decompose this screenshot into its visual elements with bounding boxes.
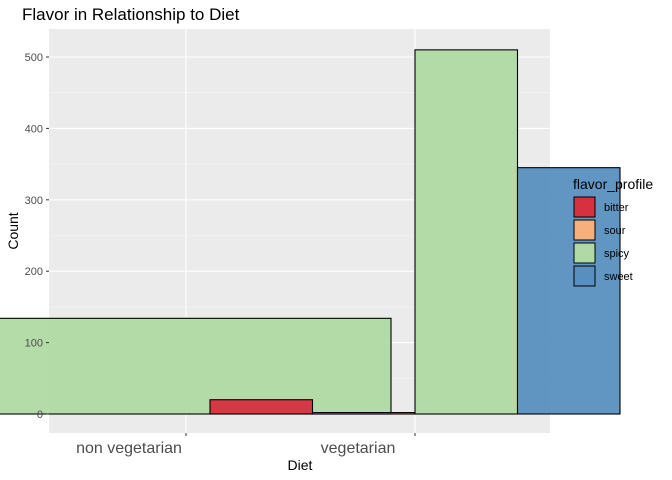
legend-title: flavor_profile bbox=[573, 176, 653, 192]
legend-label-spicy: spicy bbox=[604, 248, 630, 260]
x-tick-label: non vegetarian bbox=[76, 440, 182, 457]
legend: flavor_profile bitter sour spicy sweet bbox=[573, 176, 653, 287]
legend-label-sour: sour bbox=[604, 225, 626, 237]
y-tick-label: 400 bbox=[25, 123, 43, 135]
x-axis-title: Diet bbox=[288, 457, 313, 473]
bar-spicy-vegetarian bbox=[414, 49, 519, 415]
y-tick-label: 300 bbox=[25, 195, 43, 207]
y-axis-title: Count bbox=[5, 212, 21, 249]
bar-sweet-vegetarian bbox=[516, 167, 621, 415]
y-tick-label: 0 bbox=[37, 409, 43, 421]
legend-key-bitter bbox=[573, 196, 596, 218]
bar-bitter-vegetarian bbox=[209, 399, 314, 415]
x-axis: non vegetarian vegetarian bbox=[76, 433, 416, 457]
legend-label-bitter: bitter bbox=[604, 202, 629, 214]
legend-key-sweet bbox=[573, 265, 596, 287]
legend-items: bitter sour spicy sweet bbox=[573, 196, 633, 287]
y-tick-label: 500 bbox=[25, 52, 43, 64]
y-axis: 0 100 200 300 400 500 bbox=[25, 52, 49, 421]
y-tick-label: 200 bbox=[25, 266, 43, 278]
chart-title: Flavor in Relationship to Diet bbox=[22, 5, 240, 24]
legend-label-sweet: sweet bbox=[604, 271, 633, 283]
legend-key-sour bbox=[573, 219, 596, 241]
bar-spicy-non-vegetarian bbox=[0, 317, 392, 415]
x-tick-label: vegetarian bbox=[321, 440, 396, 457]
bar-sour-vegetarian bbox=[311, 412, 416, 415]
legend-key-spicy bbox=[573, 242, 596, 264]
bars bbox=[0, 49, 621, 415]
y-tick-label: 100 bbox=[25, 338, 43, 350]
